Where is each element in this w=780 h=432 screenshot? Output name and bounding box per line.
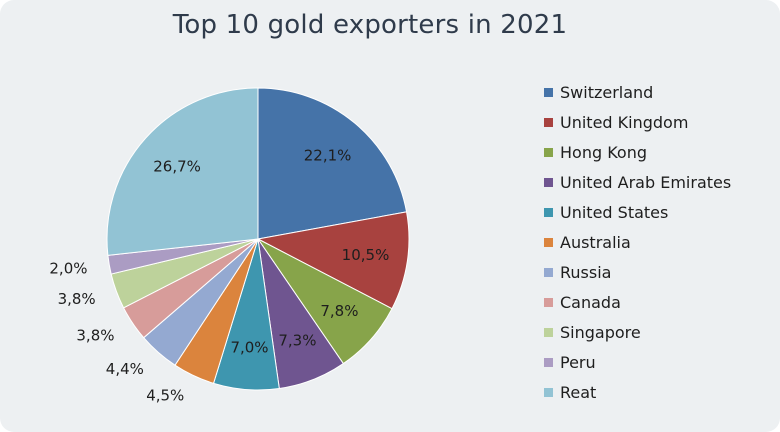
legend-item-australia: Australia (544, 227, 774, 257)
legend-label: United Arab Emirates (560, 172, 732, 192)
data-label-switzerland: 22,1% (304, 147, 352, 165)
legend-swatch (544, 327, 553, 337)
legend-item-peru: Peru (544, 347, 774, 377)
chart-legend: Switzerland United Kingdom Hong Kong United… (544, 77, 774, 407)
legend-swatch (544, 147, 553, 157)
chart-title: Top 10 gold exporters in 2021 (172, 10, 568, 40)
data-label-united-arab-emirates: 7,3% (278, 331, 316, 349)
legend-swatch (544, 177, 553, 187)
legend-label: Switzerland (560, 82, 654, 102)
legend-item-russia: Russia (544, 257, 774, 287)
legend-swatch (544, 357, 553, 367)
legend-swatch (544, 387, 553, 397)
data-label-canada: 3,8% (76, 327, 114, 345)
legend-label: Hong Kong (560, 142, 647, 162)
data-label-russia: 4,4% (106, 360, 144, 378)
legend-swatch (544, 207, 553, 217)
pie-slice-switzerland (257, 87, 408, 240)
legend-swatch (544, 237, 553, 247)
legend-swatch (544, 267, 553, 277)
legend-label: Canada (560, 292, 621, 312)
legend-label: Singapore (560, 322, 641, 342)
data-label-singapore: 3,8% (58, 290, 96, 308)
data-label-united-states: 7,0% (230, 338, 268, 356)
data-label-hong-kong: 7,8% (320, 302, 358, 320)
pie-slice-united-kingdom (256, 211, 410, 310)
data-label-reat: 26,7% (153, 157, 201, 175)
legend-item-reat: Reat (544, 377, 774, 407)
legend-item-canada: Canada (544, 287, 774, 317)
data-label-united-kingdom: 10,5% (342, 246, 390, 264)
legend-label: Russia (560, 262, 612, 282)
legend-label: Peru (560, 352, 596, 372)
legend-item-singapore: Singapore (544, 317, 774, 347)
legend-item-hong-kong: Hong Kong (544, 137, 774, 167)
legend-item-united-kingdom: United Kingdom (544, 107, 774, 137)
legend-swatch (544, 297, 553, 307)
legend-item-switzerland: Switzerland (544, 77, 774, 107)
legend-label: United States (560, 202, 669, 222)
legend-label: United Kingdom (560, 112, 689, 132)
data-label-australia: 4,5% (146, 387, 184, 405)
data-label-peru: 2,0% (49, 260, 87, 278)
legend-item-united-arab-emirates: United Arab Emirates (544, 167, 774, 197)
legend-label: Australia (560, 232, 631, 252)
legend-swatch (544, 117, 553, 127)
pie-slice-reat (106, 87, 259, 256)
legend-item-united-states: United States (544, 197, 774, 227)
legend-label: Reat (560, 382, 597, 402)
legend-swatch (544, 87, 553, 97)
